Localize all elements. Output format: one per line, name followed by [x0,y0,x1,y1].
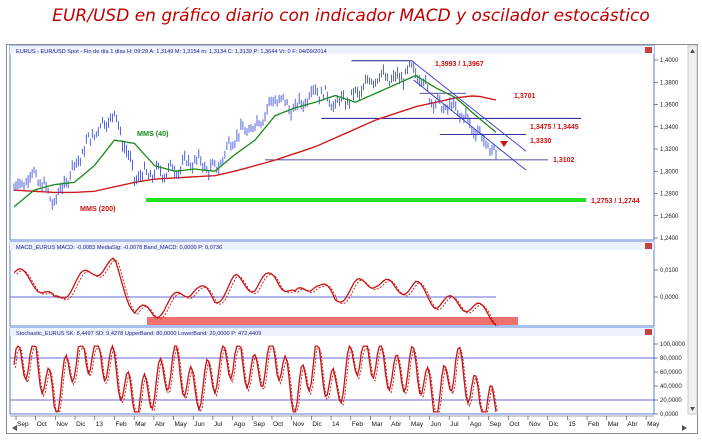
stoch-tick-label: 40,0000 [660,384,682,390]
chart-window: EURUS - EUR/USD Spot - Fin de día 1 días… [6,44,698,434]
stoch-tick-label: 100,0000 [660,342,686,348]
x-tick-label: 14 [332,421,340,428]
x-tick-label: Nov [56,421,68,428]
mms40-line [13,74,497,208]
stoch-tick-label: 60,0000 [660,370,682,376]
label-s1: 1,3102 [553,157,575,164]
x-tick-label: May [175,421,188,428]
macd-tick-label: 0,0100 [660,268,679,274]
price-tick-label: 1,3400 [660,125,679,131]
label-support: 1,2753 / 1,2744 [591,198,640,205]
stoch-close-box[interactable] [645,329,652,335]
stoch-tick-label: 80,0000 [660,356,682,362]
scroll-down-icon[interactable] [690,407,695,411]
stoch-close-button[interactable] [645,329,652,335]
price-y-axis: 1,4000 1,3800 1,3600 1,3400 1,3200 1,3000 1,28… [654,58,679,242]
x-tick-label: Nov [529,421,541,428]
vertical-scrollbar[interactable] [687,45,698,415]
stoch-sk-line [13,344,497,413]
channel-upper-line [411,60,527,152]
price-close-button[interactable] [645,47,652,53]
x-tick-label: Jun [194,421,205,428]
label-r2: 1,3475 / 1,3445 [530,124,579,131]
x-tick-label: Ago [470,421,482,428]
x-tick-label: Sep [17,421,29,428]
price-tick-label: 1,3200 [660,147,679,153]
support-band [146,198,586,202]
x-tick-label: Feb [352,421,364,428]
x-tick-label: Feb [588,421,600,428]
stoch-panel-header: Stochastic_EURUS SK: 8,4497 SD: 9,4278 U… [16,331,261,337]
price-tick-label: 1,2600 [660,214,679,220]
price-tick-label: 1,3600 [660,103,679,109]
x-tick-label: Sep [253,421,265,428]
x-tick-label: Ago [234,421,246,428]
macd-highlight-band [147,317,518,325]
macd-y-axis: 0,0100 0,0000 [654,268,679,301]
price-header-bar [10,46,654,54]
price-tick-label: 1,2400 [660,236,679,242]
x-tick-label: Jul [450,421,459,428]
stoch-y-axis: 100,0000 80,0000 60,0000 40,0000 20,0000 0,00… [654,342,686,418]
price-close-box[interactable] [645,47,652,53]
x-tick-label: Dic [312,421,322,428]
mms200-line [13,95,497,194]
x-tick-label: Dic [549,421,559,428]
x-tick-label: Dic [76,421,86,428]
scroll-right-icon[interactable] [682,425,687,431]
x-tick-label: Feb [115,421,127,428]
price-tick-label: 1,4000 [660,58,679,64]
macd-close-box[interactable] [645,243,652,249]
x-tick-label: Sep [490,421,502,428]
price-tick-label: 1,2800 [660,192,679,198]
x-tick-label: Abr [391,421,402,428]
macd-header-bar [10,242,654,250]
macd-close-button[interactable] [645,243,652,249]
x-tick-label: Mar [371,421,383,428]
trend-lines [265,60,581,171]
stoch-header-bar [10,328,654,336]
macd-tick-label: 0,0000 [660,295,679,301]
price-tick-label: 1,3000 [660,169,679,175]
x-tick-label: Oct [509,421,519,428]
label-mms200: MMS (200) [80,204,116,213]
stoch-tick-label: 20,0000 [660,398,682,404]
x-tick-label: Jul [214,421,223,428]
x-tick-label: Abr [627,421,638,428]
scroll-left-icon[interactable] [12,425,17,431]
x-tick-label: May [647,421,660,428]
x-tick-label: Oct [37,421,47,428]
stoch-tick-label: 0,0000 [660,412,679,418]
macd-panel [9,241,655,327]
label-top: 1,3993 / 1,3967 [435,61,484,68]
x-tick-label: Abr [155,421,166,428]
x-tick-label: Oct [273,421,283,428]
x-tick-label: 15 [568,421,576,428]
x-tick-label: Jun [431,421,442,428]
price-panel-header: EURUS - EUR/USD Spot - Fin de día 1 días… [16,49,327,55]
x-tick-label: 13 [96,421,104,428]
page-title: EUR/USD en gráfico diario con indicador … [52,6,650,26]
price-panel [9,45,655,241]
macd-panel-header: MACD_EURUS MACD: -0,0083 MediaSig: -0,00… [16,245,222,251]
chart-svg: EURUS - EUR/USD Spot - Fin de día 1 días… [6,44,698,434]
x-tick-label: Nov [293,421,305,428]
scrollbar-track[interactable] [687,45,698,415]
price-tick-label: 1,3800 [660,80,679,86]
label-r3: 1,3330 [530,138,552,145]
scroll-up-icon[interactable] [690,49,695,53]
x-tick-label: Mar [135,421,147,428]
x-tick-label: Mar [608,421,620,428]
x-axis: Sep Oct Nov Dic 13 Feb Mar Abr May Jun Jul Ago Sep Oc… [10,415,687,431]
x-tick-label: May [411,421,424,428]
macd-line [13,257,497,326]
down-arrow-icon [500,141,508,147]
label-r1: 1,3701 [514,93,536,100]
label-mms40: MMS (40) [137,129,169,138]
